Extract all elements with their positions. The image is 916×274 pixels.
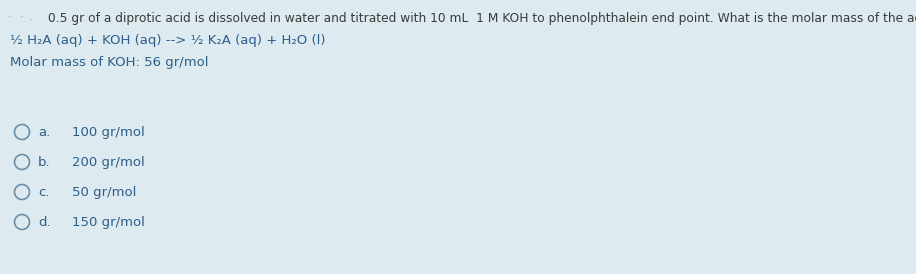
Text: 0.5 gr of a diprotic acid is dissolved in water and titrated with 10 mL  1 M KOH: 0.5 gr of a diprotic acid is dissolved i… xyxy=(48,12,916,25)
Text: ½ H₂A (aq) + KOH (aq) --> ½ K₂A (aq) + H₂O (l): ½ H₂A (aq) + KOH (aq) --> ½ K₂A (aq) + H… xyxy=(10,34,325,47)
Text: 200 gr/mol: 200 gr/mol xyxy=(72,156,145,169)
Text: 150 gr/mol: 150 gr/mol xyxy=(72,216,145,229)
Text: a.: a. xyxy=(38,126,50,139)
Text: ·   ·  .: · · . xyxy=(8,12,33,22)
Text: 50 gr/mol: 50 gr/mol xyxy=(72,186,136,199)
Text: 100 gr/mol: 100 gr/mol xyxy=(72,126,145,139)
Text: c.: c. xyxy=(38,186,49,199)
Text: d.: d. xyxy=(38,216,50,229)
Text: b.: b. xyxy=(38,156,50,169)
Text: Molar mass of KOH: 56 gr/mol: Molar mass of KOH: 56 gr/mol xyxy=(10,56,209,69)
